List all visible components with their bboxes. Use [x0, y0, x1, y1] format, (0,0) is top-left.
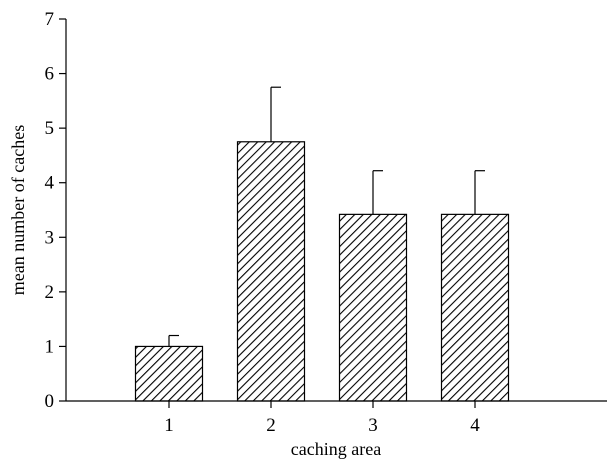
axes-group [65, 19, 607, 402]
y-tick-label-7: 7 [45, 9, 55, 30]
x-tick-label-4: 4 [470, 415, 480, 436]
y-tick-label-4: 4 [45, 173, 55, 194]
ticks-group: 0 1 2 3 4 5 6 7 1 2 3 4 [45, 9, 481, 436]
y-tick-label-3: 3 [45, 227, 55, 248]
error-bars-group [168, 86, 485, 347]
y-tick-label-1: 1 [45, 336, 55, 357]
bar-3 [338, 213, 408, 402]
x-tick-label-3: 3 [368, 415, 378, 436]
y-tick-label-6: 6 [45, 64, 55, 85]
y-axis-label: mean number of caches [8, 125, 28, 295]
x-tick-label-1: 1 [164, 415, 174, 436]
bar-4 [440, 213, 510, 402]
bars-group [134, 141, 510, 402]
bar-1 [134, 345, 204, 402]
bar-2 [236, 141, 306, 402]
y-tick-label-5: 5 [45, 118, 55, 139]
x-tick-label-2: 2 [266, 415, 276, 436]
y-tick-label-0: 0 [45, 391, 55, 412]
y-tick-label-2: 2 [45, 282, 55, 303]
x-axis-label: caching area [291, 439, 381, 459]
